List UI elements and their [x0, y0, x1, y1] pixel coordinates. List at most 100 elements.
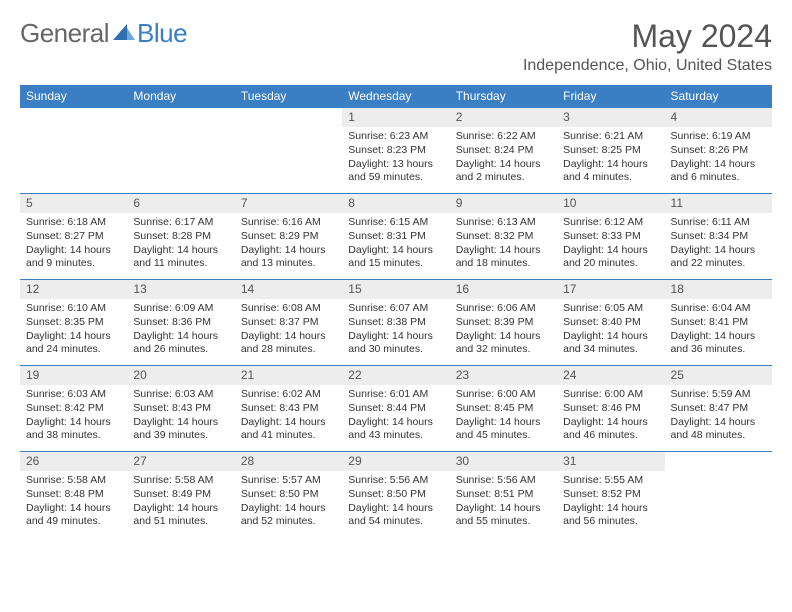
daylight-line: Daylight: 14 hours and 4 minutes.: [563, 158, 658, 184]
daylight-line: Daylight: 14 hours and 34 minutes.: [563, 330, 658, 356]
daylight-line: Daylight: 14 hours and 52 minutes.: [241, 502, 336, 528]
sunrise-line: Sunrise: 5:56 AM: [348, 474, 443, 487]
day-details: Sunrise: 6:00 AMSunset: 8:45 PMDaylight:…: [450, 385, 557, 448]
sunset-line: Sunset: 8:36 PM: [133, 316, 228, 329]
location: Independence, Ohio, United States: [523, 57, 772, 75]
day-details: Sunrise: 6:21 AMSunset: 8:25 PMDaylight:…: [557, 127, 664, 190]
daylight-line: Daylight: 14 hours and 9 minutes.: [26, 244, 121, 270]
day-details: Sunrise: 6:19 AMSunset: 8:26 PMDaylight:…: [665, 127, 772, 190]
calendar-day-cell: 24Sunrise: 6:00 AMSunset: 8:46 PMDayligh…: [557, 365, 664, 451]
calendar-day-cell: 17Sunrise: 6:05 AMSunset: 8:40 PMDayligh…: [557, 279, 664, 365]
sunset-line: Sunset: 8:43 PM: [241, 402, 336, 415]
day-details: Sunrise: 6:04 AMSunset: 8:41 PMDaylight:…: [665, 299, 772, 362]
sunset-line: Sunset: 8:43 PM: [133, 402, 228, 415]
daylight-line: Daylight: 14 hours and 49 minutes.: [26, 502, 121, 528]
daylight-line: Daylight: 14 hours and 6 minutes.: [671, 158, 766, 184]
calendar-week-row: 19Sunrise: 6:03 AMSunset: 8:42 PMDayligh…: [20, 365, 772, 451]
day-details: Sunrise: 6:01 AMSunset: 8:44 PMDaylight:…: [342, 385, 449, 448]
sunrise-line: Sunrise: 6:07 AM: [348, 302, 443, 315]
daylight-line: Daylight: 14 hours and 24 minutes.: [26, 330, 121, 356]
calendar-day-cell: 13Sunrise: 6:09 AMSunset: 8:36 PMDayligh…: [127, 279, 234, 365]
day-details: Sunrise: 6:23 AMSunset: 8:23 PMDaylight:…: [342, 127, 449, 190]
calendar-day-cell: 30Sunrise: 5:56 AMSunset: 8:51 PMDayligh…: [450, 451, 557, 534]
sunrise-line: Sunrise: 6:05 AM: [563, 302, 658, 315]
daylight-line: Daylight: 14 hours and 13 minutes.: [241, 244, 336, 270]
daylight-line: Daylight: 14 hours and 22 minutes.: [671, 244, 766, 270]
day-number: 2: [450, 108, 557, 127]
sunset-line: Sunset: 8:34 PM: [671, 230, 766, 243]
day-number: 8: [342, 194, 449, 213]
sunrise-line: Sunrise: 6:00 AM: [456, 388, 551, 401]
day-number: 21: [235, 366, 342, 385]
brand-blue: Blue: [137, 18, 187, 49]
calendar-day-cell: 15Sunrise: 6:07 AMSunset: 8:38 PMDayligh…: [342, 279, 449, 365]
daylight-line: Daylight: 14 hours and 11 minutes.: [133, 244, 228, 270]
day-number: 29: [342, 452, 449, 471]
sunrise-line: Sunrise: 6:21 AM: [563, 130, 658, 143]
sunrise-line: Sunrise: 5:59 AM: [671, 388, 766, 401]
day-number: 6: [127, 194, 234, 213]
daylight-line: Daylight: 14 hours and 41 minutes.: [241, 416, 336, 442]
calendar-day-cell: 12Sunrise: 6:10 AMSunset: 8:35 PMDayligh…: [20, 279, 127, 365]
day-number: 25: [665, 366, 772, 385]
calendar-empty-cell: [665, 451, 772, 534]
day-number: 27: [127, 452, 234, 471]
day-number: 20: [127, 366, 234, 385]
calendar-day-cell: 27Sunrise: 5:58 AMSunset: 8:49 PMDayligh…: [127, 451, 234, 534]
weekday-header: Friday: [557, 85, 664, 107]
calendar-day-cell: 28Sunrise: 5:57 AMSunset: 8:50 PMDayligh…: [235, 451, 342, 534]
day-details: Sunrise: 5:55 AMSunset: 8:52 PMDaylight:…: [557, 471, 664, 534]
day-number: 28: [235, 452, 342, 471]
sunset-line: Sunset: 8:44 PM: [348, 402, 443, 415]
sunset-line: Sunset: 8:45 PM: [456, 402, 551, 415]
calendar-empty-cell: [127, 107, 234, 193]
daylight-line: Daylight: 14 hours and 39 minutes.: [133, 416, 228, 442]
weekday-header: Monday: [127, 85, 234, 107]
weekday-header: Wednesday: [342, 85, 449, 107]
sunrise-line: Sunrise: 5:55 AM: [563, 474, 658, 487]
day-number: 26: [20, 452, 127, 471]
day-number: 24: [557, 366, 664, 385]
sunrise-line: Sunrise: 6:00 AM: [563, 388, 658, 401]
day-number: 14: [235, 280, 342, 299]
day-details: Sunrise: 5:57 AMSunset: 8:50 PMDaylight:…: [235, 471, 342, 534]
sunset-line: Sunset: 8:38 PM: [348, 316, 443, 329]
day-details: Sunrise: 6:06 AMSunset: 8:39 PMDaylight:…: [450, 299, 557, 362]
sunset-line: Sunset: 8:48 PM: [26, 488, 121, 501]
daylight-line: Daylight: 14 hours and 43 minutes.: [348, 416, 443, 442]
day-details: Sunrise: 6:11 AMSunset: 8:34 PMDaylight:…: [665, 213, 772, 276]
calendar-day-cell: 2Sunrise: 6:22 AMSunset: 8:24 PMDaylight…: [450, 107, 557, 193]
day-number: 1: [342, 108, 449, 127]
day-number: 4: [665, 108, 772, 127]
calendar-week-row: 1Sunrise: 6:23 AMSunset: 8:23 PMDaylight…: [20, 107, 772, 193]
sunrise-line: Sunrise: 6:22 AM: [456, 130, 551, 143]
day-details: Sunrise: 5:58 AMSunset: 8:49 PMDaylight:…: [127, 471, 234, 534]
calendar-day-cell: 10Sunrise: 6:12 AMSunset: 8:33 PMDayligh…: [557, 193, 664, 279]
day-details: Sunrise: 6:10 AMSunset: 8:35 PMDaylight:…: [20, 299, 127, 362]
calendar-day-cell: 26Sunrise: 5:58 AMSunset: 8:48 PMDayligh…: [20, 451, 127, 534]
brand-general: General: [20, 18, 109, 49]
sunset-line: Sunset: 8:27 PM: [26, 230, 121, 243]
weekday-header: Saturday: [665, 85, 772, 107]
weekday-header: Tuesday: [235, 85, 342, 107]
calendar-day-cell: 4Sunrise: 6:19 AMSunset: 8:26 PMDaylight…: [665, 107, 772, 193]
sunrise-line: Sunrise: 5:56 AM: [456, 474, 551, 487]
calendar-day-cell: 18Sunrise: 6:04 AMSunset: 8:41 PMDayligh…: [665, 279, 772, 365]
sunset-line: Sunset: 8:50 PM: [241, 488, 336, 501]
day-number: 9: [450, 194, 557, 213]
day-details: Sunrise: 6:00 AMSunset: 8:46 PMDaylight:…: [557, 385, 664, 448]
calendar-empty-cell: [20, 107, 127, 193]
day-number: 7: [235, 194, 342, 213]
sunrise-line: Sunrise: 6:10 AM: [26, 302, 121, 315]
day-number: 30: [450, 452, 557, 471]
sunrise-line: Sunrise: 6:04 AM: [671, 302, 766, 315]
day-details: Sunrise: 5:56 AMSunset: 8:50 PMDaylight:…: [342, 471, 449, 534]
day-details: Sunrise: 6:15 AMSunset: 8:31 PMDaylight:…: [342, 213, 449, 276]
day-number: 3: [557, 108, 664, 127]
sunset-line: Sunset: 8:52 PM: [563, 488, 658, 501]
daylight-line: Daylight: 14 hours and 55 minutes.: [456, 502, 551, 528]
daylight-line: Daylight: 14 hours and 48 minutes.: [671, 416, 766, 442]
sunset-line: Sunset: 8:47 PM: [671, 402, 766, 415]
sunset-line: Sunset: 8:25 PM: [563, 144, 658, 157]
calendar-day-cell: 23Sunrise: 6:00 AMSunset: 8:45 PMDayligh…: [450, 365, 557, 451]
